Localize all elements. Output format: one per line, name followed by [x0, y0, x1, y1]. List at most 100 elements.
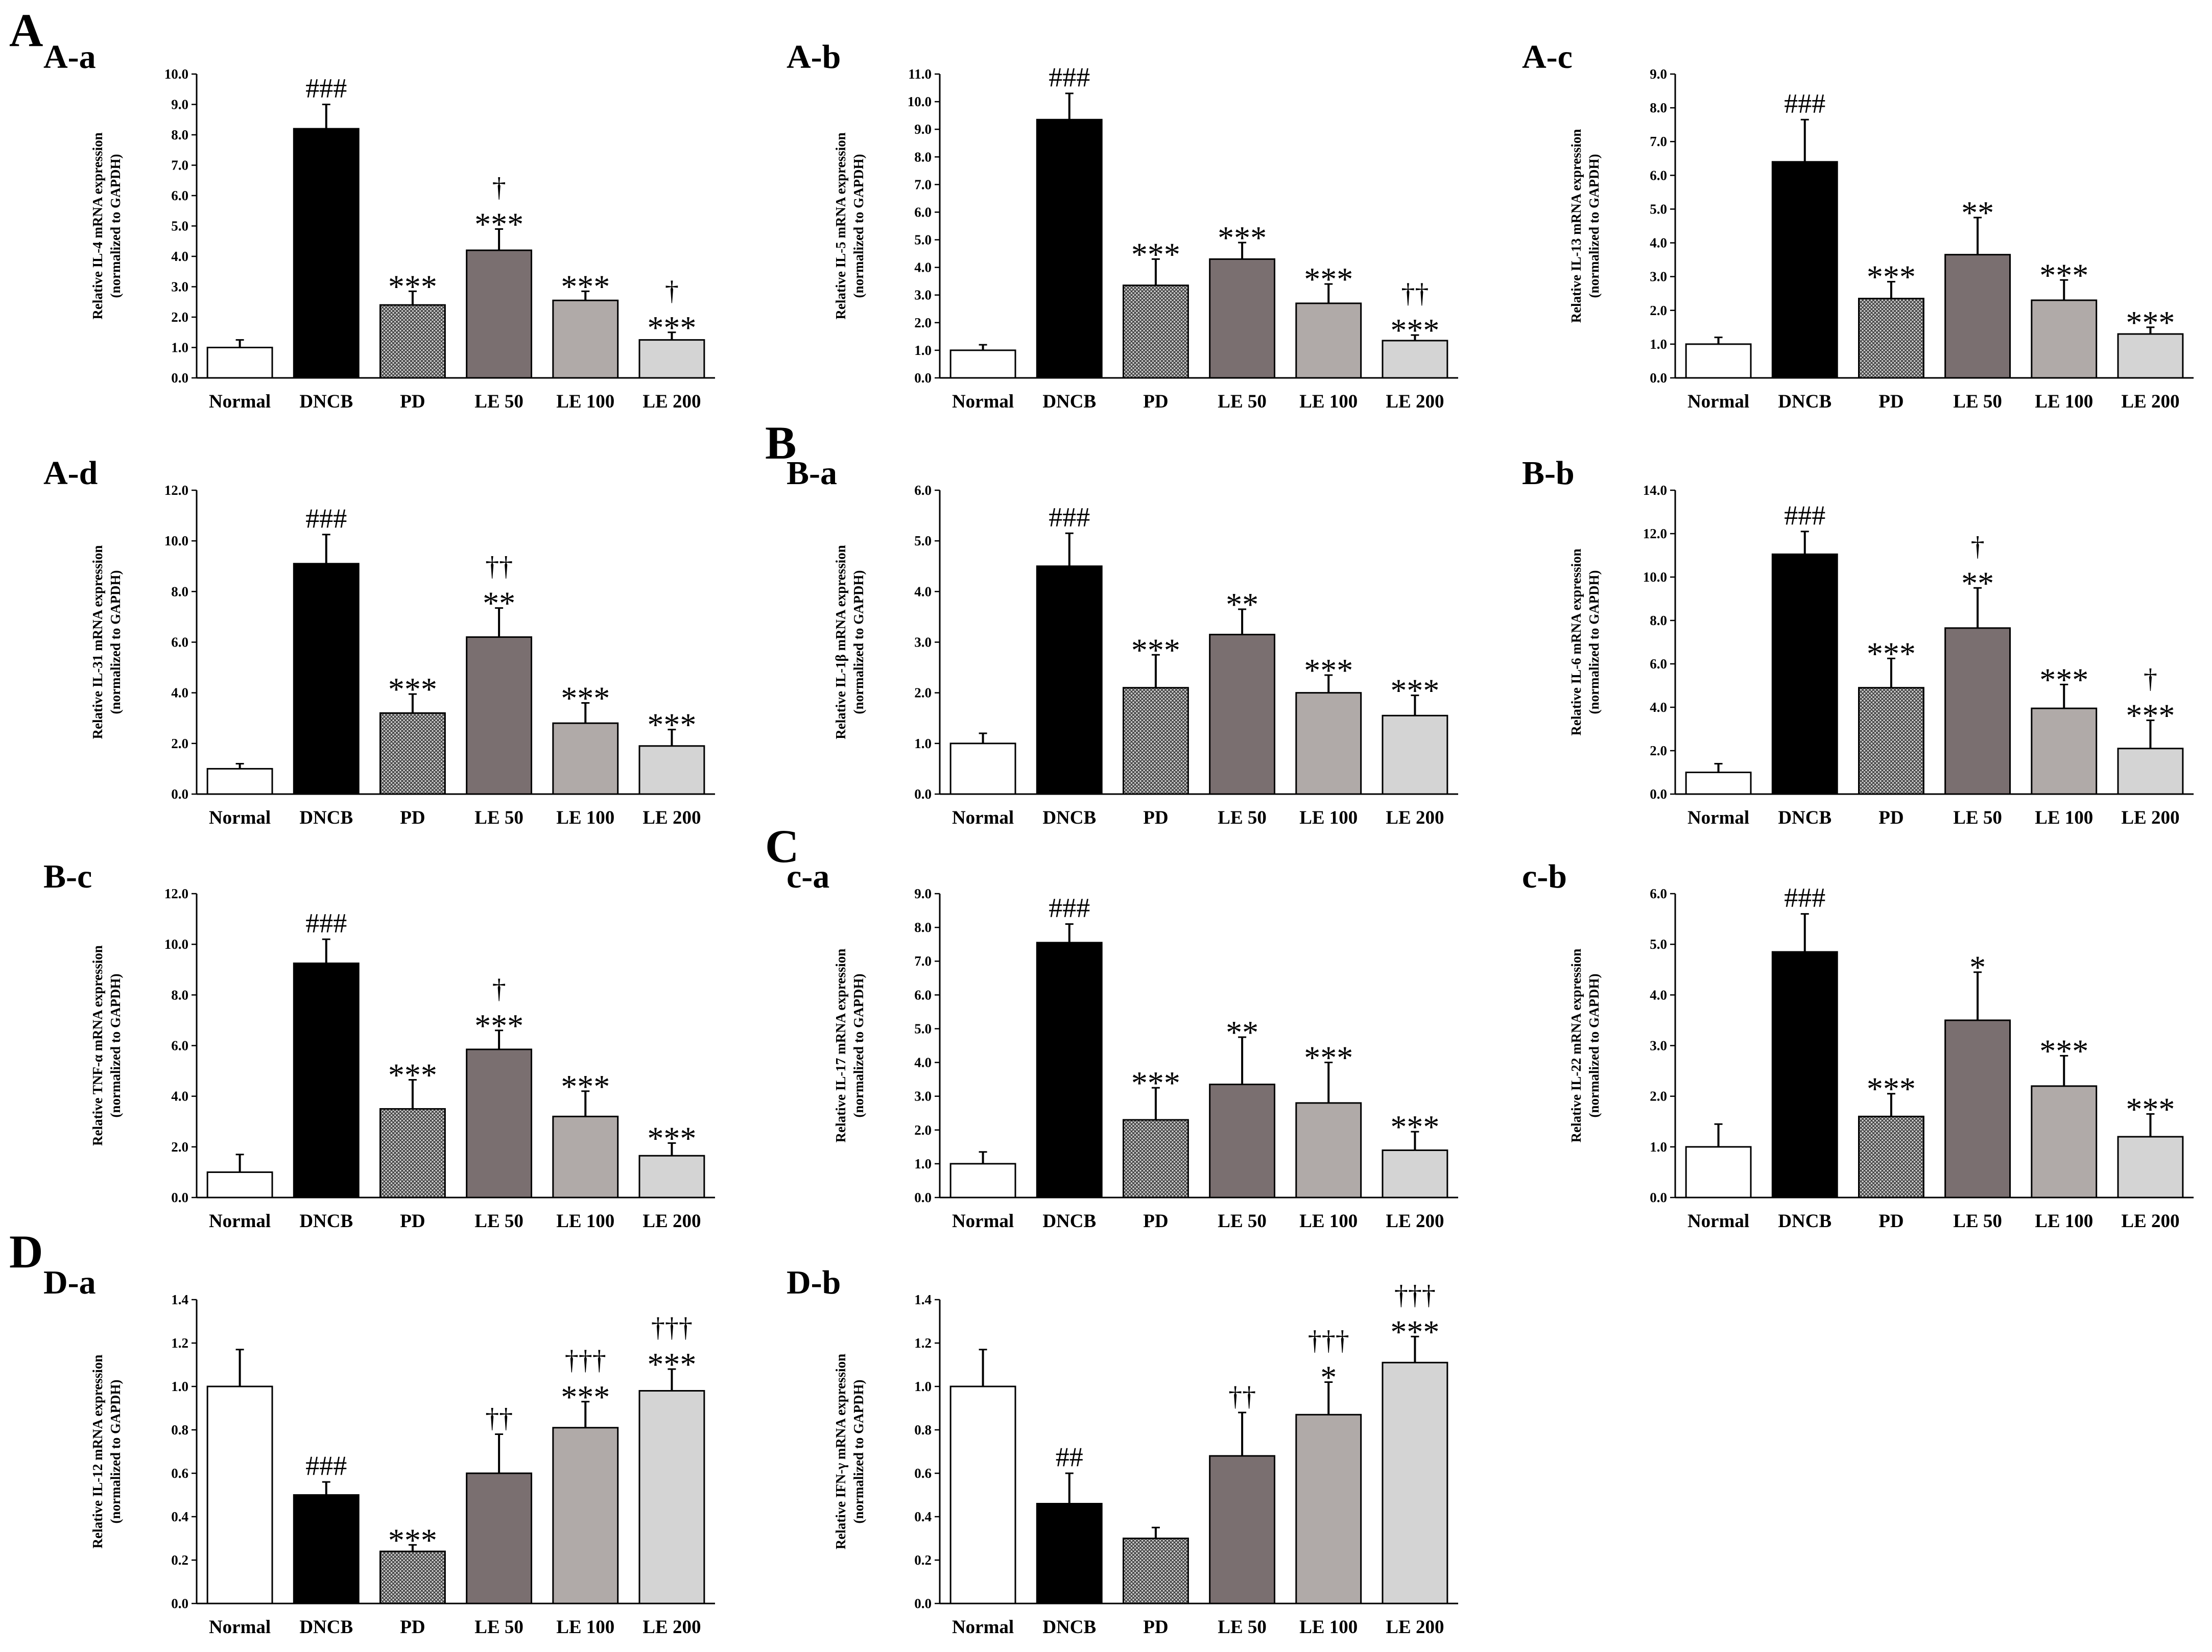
bar-le50	[1944, 627, 2011, 795]
y-tick-label: 7.0	[914, 953, 932, 969]
bar-le100	[552, 299, 619, 379]
x-category-label: PD	[1878, 1211, 1904, 1232]
x-category-label: PD	[400, 1617, 425, 1638]
y-tick-label: 3.0	[914, 288, 932, 303]
y-tick-label: 10.0	[1643, 569, 1667, 585]
bar-le100	[2031, 707, 2098, 795]
x-category-label: Normal	[952, 1617, 1014, 1638]
significance-dagger: †	[492, 973, 506, 1004]
bar-normal	[206, 768, 273, 795]
x-category-label: LE 100	[1299, 1617, 1358, 1638]
bar-dncb	[1036, 942, 1103, 1199]
significance-dagger: ††	[485, 1403, 513, 1433]
significance-stars: ***	[1867, 259, 1916, 295]
significance-stars: ***	[1304, 1040, 1353, 1076]
x-category-label: DNCB	[1778, 1211, 1832, 1232]
panel-title: B-c	[43, 858, 92, 895]
y-tick-label: 5.0	[171, 219, 188, 234]
x-category-label: PD	[1143, 391, 1168, 412]
significance-stars: **	[1961, 565, 1994, 601]
x-category-label: Normal	[209, 1617, 271, 1638]
significance-hash: ###	[1784, 500, 1825, 531]
x-category-label: PD	[1143, 1617, 1168, 1638]
y-axis-subtitle: (normalized to GAPDH)	[851, 974, 866, 1118]
bar-pd	[1122, 1119, 1189, 1199]
y-axis-title: Relative IL-6 mRNA expression	[1568, 548, 1584, 735]
significance-stars: ***	[647, 309, 696, 346]
y-tick-label: 4.0	[1650, 700, 1667, 715]
x-category-label: Normal	[209, 807, 271, 828]
bar-normal	[206, 1171, 273, 1199]
y-tick-label: 1.0	[171, 340, 188, 355]
x-category-label: LE 50	[1218, 391, 1267, 412]
x-category-label: LE 100	[556, 391, 614, 412]
y-tick-label: 8.0	[171, 127, 188, 142]
panel-title: D-a	[43, 1264, 96, 1301]
bar-le200	[638, 1155, 705, 1199]
significance-hash: ###	[1049, 501, 1090, 532]
significance-stars: ***	[1131, 236, 1180, 272]
bar-le50	[1209, 258, 1276, 379]
significance-stars: ***	[388, 1522, 437, 1558]
y-axis-title: Relative IL-1β mRNA expression	[833, 545, 848, 739]
bar-le100	[1295, 302, 1362, 379]
x-category-label: Normal	[1687, 807, 1749, 828]
significance-stars: ***	[1390, 1313, 1439, 1350]
significance-hash: ###	[305, 503, 347, 534]
bar-pd	[1122, 1538, 1189, 1605]
y-tick-label: 0.2	[914, 1552, 932, 1568]
y-tick-label: 14.0	[1643, 483, 1667, 498]
significance-stars: ***	[561, 1379, 610, 1415]
x-category-label: DNCB	[1042, 807, 1096, 828]
significance-stars: *	[1969, 949, 1986, 986]
y-tick-label: 2.0	[1650, 1089, 1667, 1104]
bar-le100	[1295, 1414, 1362, 1605]
bar-dncb	[293, 1494, 360, 1605]
significance-stars: ***	[647, 707, 696, 743]
bar-normal	[1685, 772, 1752, 795]
panel-b-c: B-c 0.0 2.0 4.0 6.0 8.0 10.0 12.0 Relative TNF-α…	[43, 858, 715, 1232]
y-tick-label: 3.0	[914, 1089, 932, 1104]
bar-dncb	[1036, 1503, 1103, 1605]
panel-a-d: A-d 0.0 2.0 4.0 6.0 8.0 10.0 12.0 Relative IL-31…	[43, 454, 715, 828]
significance-stars: ***	[561, 268, 610, 304]
bar-pd	[379, 1550, 446, 1605]
y-tick-label: 1.0	[914, 736, 932, 751]
bar-le50	[1944, 254, 2011, 379]
bar-le100	[2031, 299, 2098, 379]
bar-le50	[1209, 634, 1276, 795]
x-category-label: DNCB	[1042, 391, 1096, 412]
x-category-label: LE 100	[1299, 807, 1358, 828]
x-category-label: Normal	[209, 1211, 271, 1232]
y-tick-label: 0.2	[171, 1552, 188, 1568]
y-tick-label: 2.0	[171, 736, 188, 751]
x-category-label: LE 200	[2121, 391, 2179, 412]
y-tick-label: 6.0	[1650, 167, 1667, 183]
y-tick-label: 12.0	[164, 886, 188, 901]
y-axis-title: Relative IL-4 mRNA expression	[90, 132, 105, 319]
y-tick-label: 8.0	[1650, 100, 1667, 115]
x-category-label: DNCB	[1042, 1211, 1096, 1232]
y-tick-label: 3.0	[1650, 269, 1667, 284]
y-tick-label: 0.0	[1650, 786, 1667, 802]
y-axis-title: Relative IL-31 mRNA expression	[90, 545, 105, 739]
y-tick-label: 3.0	[171, 279, 188, 295]
panel-title: B-a	[787, 454, 837, 492]
y-tick-label: 4.0	[914, 260, 932, 275]
y-tick-label: 5.0	[1650, 201, 1667, 217]
significance-stars: ***	[1390, 312, 1439, 348]
y-tick-label: 7.0	[914, 177, 932, 192]
y-axis-subtitle: (normalized to GAPDH)	[1586, 154, 1602, 298]
section-label-a: A	[9, 4, 43, 56]
significance-stars: **	[1226, 1014, 1258, 1050]
bar-le200	[1382, 340, 1448, 379]
x-category-label: LE 200	[2121, 1211, 2179, 1232]
y-tick-label: 5.0	[914, 232, 932, 248]
bar-dncb	[1771, 553, 1838, 795]
bar-le50	[1209, 1455, 1276, 1605]
x-category-label: LE 200	[1386, 1211, 1444, 1232]
bar-pd	[1858, 687, 1924, 795]
y-tick-label: 2.0	[171, 309, 188, 325]
significance-dagger: †	[1971, 531, 1985, 561]
y-tick-label: 9.0	[171, 97, 188, 112]
